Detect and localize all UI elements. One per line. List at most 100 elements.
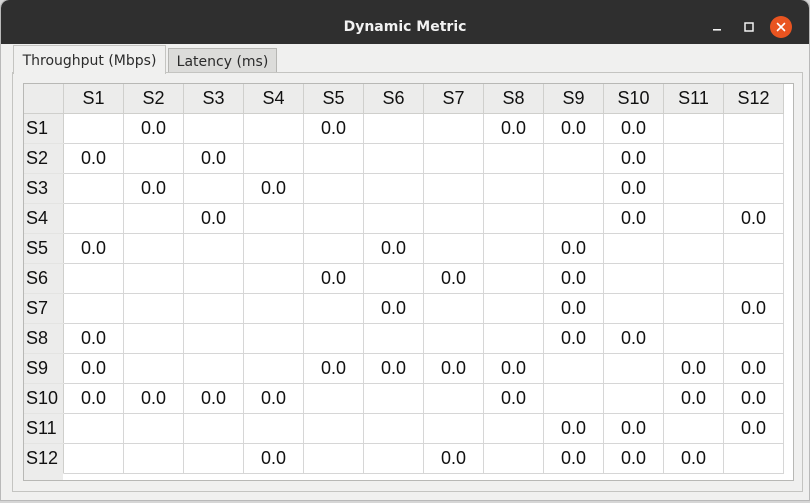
table-cell[interactable] [543,173,604,204]
table-cell[interactable] [183,413,244,444]
table-cell[interactable]: 0.0 [123,383,184,414]
table-cell[interactable] [483,203,544,234]
table-cell[interactable] [363,323,424,354]
table-cell[interactable] [123,353,184,384]
table-cell[interactable] [603,383,664,414]
table-cell[interactable] [603,293,664,324]
table-cell[interactable] [363,143,424,174]
table-cell[interactable]: 0.0 [123,173,184,204]
table-cell[interactable]: 0.0 [63,233,124,264]
table-cell[interactable] [483,293,544,324]
table-cell[interactable] [423,383,484,414]
table-cell[interactable] [123,413,184,444]
table-cell[interactable] [483,233,544,264]
table-cell[interactable]: 0.0 [543,293,604,324]
table-cell[interactable]: 0.0 [123,113,184,144]
table-cell[interactable] [183,353,244,384]
row-header[interactable]: S4 [24,203,64,234]
table-cell[interactable]: 0.0 [303,353,364,384]
table-cell[interactable] [423,413,484,444]
table-cell[interactable]: 0.0 [363,353,424,384]
table-cell[interactable]: 0.0 [603,443,664,474]
table-cell[interactable]: 0.0 [663,353,724,384]
column-header[interactable]: S3 [183,84,244,114]
table-cell[interactable]: 0.0 [663,383,724,414]
table-cell[interactable] [423,173,484,204]
table-cell[interactable] [303,203,364,234]
table-cell[interactable] [723,233,784,264]
table-cell[interactable] [423,233,484,264]
table-cell[interactable] [663,173,724,204]
table-cell[interactable] [183,233,244,264]
table-cell[interactable] [123,443,184,474]
row-header[interactable]: S2 [24,143,64,174]
table-cell[interactable]: 0.0 [243,173,304,204]
table-cell[interactable] [63,443,124,474]
table-cell[interactable] [303,173,364,204]
table-cell[interactable] [303,443,364,474]
table-cell[interactable] [543,383,604,414]
table-cell[interactable] [123,143,184,174]
table-cell[interactable] [243,293,304,324]
column-header[interactable]: S1 [63,84,124,114]
table-cell[interactable]: 0.0 [483,383,544,414]
row-header[interactable]: S3 [24,173,64,204]
table-cell[interactable] [663,233,724,264]
table-cell[interactable]: 0.0 [63,353,124,384]
table-corner[interactable] [24,84,64,114]
table-cell[interactable] [363,113,424,144]
table-cell[interactable] [363,383,424,414]
table-cell[interactable] [303,413,364,444]
table-cell[interactable] [483,413,544,444]
row-header[interactable]: S9 [24,353,64,384]
table-cell[interactable] [63,113,124,144]
table-cell[interactable] [603,233,664,264]
table-cell[interactable] [423,323,484,354]
table-cell[interactable] [663,323,724,354]
row-header[interactable]: S8 [24,323,64,354]
table-cell[interactable]: 0.0 [543,443,604,474]
table-cell[interactable]: 0.0 [423,353,484,384]
column-header[interactable]: S11 [663,84,724,114]
row-header[interactable]: S1 [24,113,64,144]
table-cell[interactable]: 0.0 [603,143,664,174]
table-cell[interactable] [603,263,664,294]
table-cell[interactable] [63,293,124,324]
table-cell[interactable] [483,323,544,354]
column-header[interactable]: S6 [363,84,424,114]
tab-latency[interactable]: Latency (ms) [168,48,277,73]
title-bar[interactable]: Dynamic Metric [1,0,809,44]
table-cell[interactable] [363,173,424,204]
table-cell[interactable] [63,413,124,444]
table-cell[interactable]: 0.0 [63,143,124,174]
row-header[interactable]: S10 [24,383,64,414]
table-cell[interactable] [603,353,664,384]
table-cell[interactable]: 0.0 [723,383,784,414]
table-cell[interactable]: 0.0 [483,113,544,144]
table-cell[interactable] [123,263,184,294]
table-cell[interactable] [543,203,604,234]
table-cell[interactable] [183,173,244,204]
table-cell[interactable] [243,353,304,384]
column-header[interactable]: S9 [543,84,604,114]
table-cell[interactable] [483,173,544,204]
table-cell[interactable] [423,293,484,324]
table-cell[interactable] [483,143,544,174]
row-header[interactable]: S7 [24,293,64,324]
table-cell[interactable]: 0.0 [663,443,724,474]
column-header[interactable]: S7 [423,84,484,114]
table-cell[interactable] [423,203,484,234]
close-button[interactable] [770,16,792,38]
table-cell[interactable] [243,233,304,264]
table-cell[interactable] [303,233,364,264]
table-cell[interactable] [243,143,304,174]
table-cell[interactable] [423,113,484,144]
table-cell[interactable]: 0.0 [543,263,604,294]
row-header[interactable]: S11 [24,413,64,444]
table-cell[interactable]: 0.0 [63,323,124,354]
table-cell[interactable]: 0.0 [603,413,664,444]
table-cell[interactable] [243,113,304,144]
table-cell[interactable]: 0.0 [603,323,664,354]
table-cell[interactable] [543,353,604,384]
table-cell[interactable] [123,323,184,354]
